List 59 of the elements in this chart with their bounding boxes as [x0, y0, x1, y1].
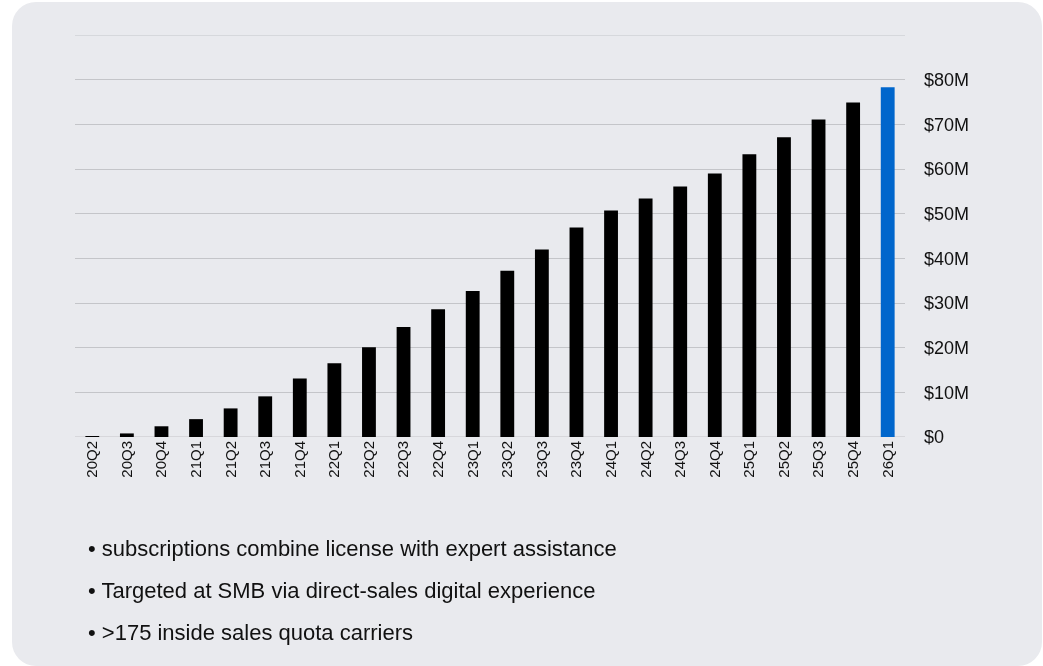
bar [154, 426, 169, 437]
x-tick-label: 25Q1 [740, 441, 758, 478]
bar [742, 154, 757, 437]
x-tick-label: 23Q2 [498, 441, 516, 478]
x-tick-label: 25Q3 [809, 441, 827, 478]
y-tick-label: $10M [924, 382, 970, 403]
bar [327, 363, 342, 437]
y-tick-label: $20M [924, 337, 970, 358]
x-tick-label: 20Q2 [83, 441, 101, 478]
x-tick-label: 22Q4 [429, 441, 447, 478]
x-tick-label: 20Q4 [152, 441, 170, 478]
y-tick-label: $80M [924, 69, 970, 90]
bar [362, 347, 376, 437]
bar [569, 227, 584, 437]
x-tick-label: 20Q3 [117, 441, 135, 478]
bar [396, 327, 411, 437]
x-tick-label: 21Q2 [221, 441, 239, 478]
x-tick-label: 23Q1 [463, 441, 481, 478]
bar [534, 249, 549, 437]
bar [880, 87, 895, 437]
y-tick-label: $0 [924, 427, 945, 448]
bar [189, 419, 203, 437]
x-tick-label: 26Q1 [878, 441, 896, 478]
x-tick-label: 21Q4 [290, 441, 308, 478]
y-tick-label: $40M [924, 248, 970, 269]
x-tick-label: 25Q4 [844, 441, 862, 478]
y-tick-label: $70M [924, 114, 970, 135]
bar [604, 210, 618, 437]
x-tick-label: 22Q3 [394, 441, 412, 478]
x-tick-label: 23Q3 [532, 441, 550, 478]
y-tick-label: $60M [924, 159, 970, 180]
bar [777, 137, 791, 437]
x-tick-label: 24Q3 [671, 441, 689, 478]
bar [258, 396, 273, 437]
bar [465, 290, 480, 437]
x-tick-label: 21Q1 [186, 441, 204, 478]
bar [500, 270, 515, 437]
x-tick-label: 22Q2 [359, 441, 377, 478]
bar [223, 408, 238, 437]
bar [811, 119, 826, 437]
x-tick-label: 24Q1 [601, 441, 619, 478]
bar [638, 198, 653, 437]
x-tick-label: 24Q4 [705, 441, 723, 478]
x-tick-label: 21Q3 [256, 441, 274, 478]
bar [119, 433, 134, 437]
y-tick-label: $50M [924, 203, 970, 224]
text: • >175 inside sales quota carriers [88, 620, 414, 645]
bar [292, 378, 307, 437]
text: • Targeted at SMB via direct-sales digital experience [88, 578, 596, 603]
bar [431, 309, 446, 437]
x-tick-label: 22Q1 [325, 441, 343, 478]
text: • subscriptions combine license with expert assistance [88, 536, 617, 561]
bar [707, 173, 722, 437]
y-tick-label: $30M [924, 293, 970, 314]
bar [846, 102, 861, 437]
x-tick-label: 23Q4 [567, 441, 585, 478]
x-tick-label: 25Q2 [774, 441, 792, 478]
x-tick-label: 24Q2 [636, 441, 654, 478]
bar [673, 186, 688, 437]
